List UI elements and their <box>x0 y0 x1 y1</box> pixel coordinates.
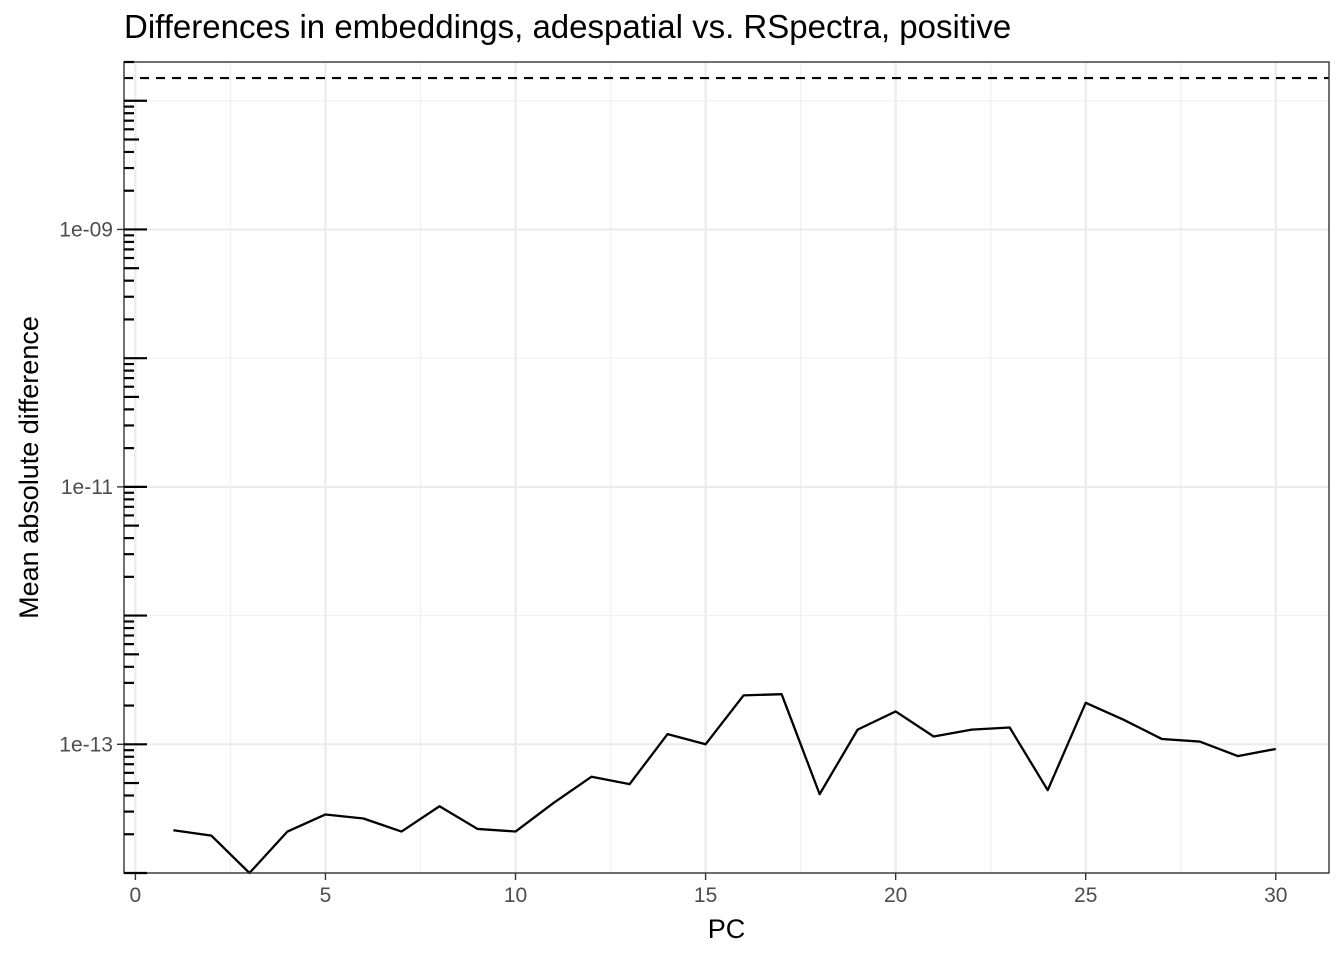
y-tick-label: 1e-13 <box>59 733 113 756</box>
panel-border <box>123 61 1330 874</box>
x-tick-label: 15 <box>694 884 717 907</box>
x-tick-label: 0 <box>130 884 142 907</box>
chart-title: Differences in embeddings, adespatial vs… <box>124 8 1012 45</box>
x-tick-label: 10 <box>504 884 527 907</box>
x-tick-label: 20 <box>884 884 907 907</box>
y-axis-title: Mean absolute difference <box>14 316 44 619</box>
y-tick-label: 1e-09 <box>59 218 113 241</box>
grid-layer <box>124 62 1329 874</box>
x-tick-label: 5 <box>320 884 332 907</box>
x-tick-label: 25 <box>1074 884 1097 907</box>
x-axis-title: PC <box>708 914 746 944</box>
y-tick-label: 1e-11 <box>61 476 113 499</box>
axis-layer: 0 5 10 15 20 25 30 1e-09 1e-11 1e-13 <box>59 60 1287 907</box>
series-line <box>173 693 1276 875</box>
series-layer <box>173 693 1276 875</box>
x-tick-label: 30 <box>1264 884 1287 907</box>
